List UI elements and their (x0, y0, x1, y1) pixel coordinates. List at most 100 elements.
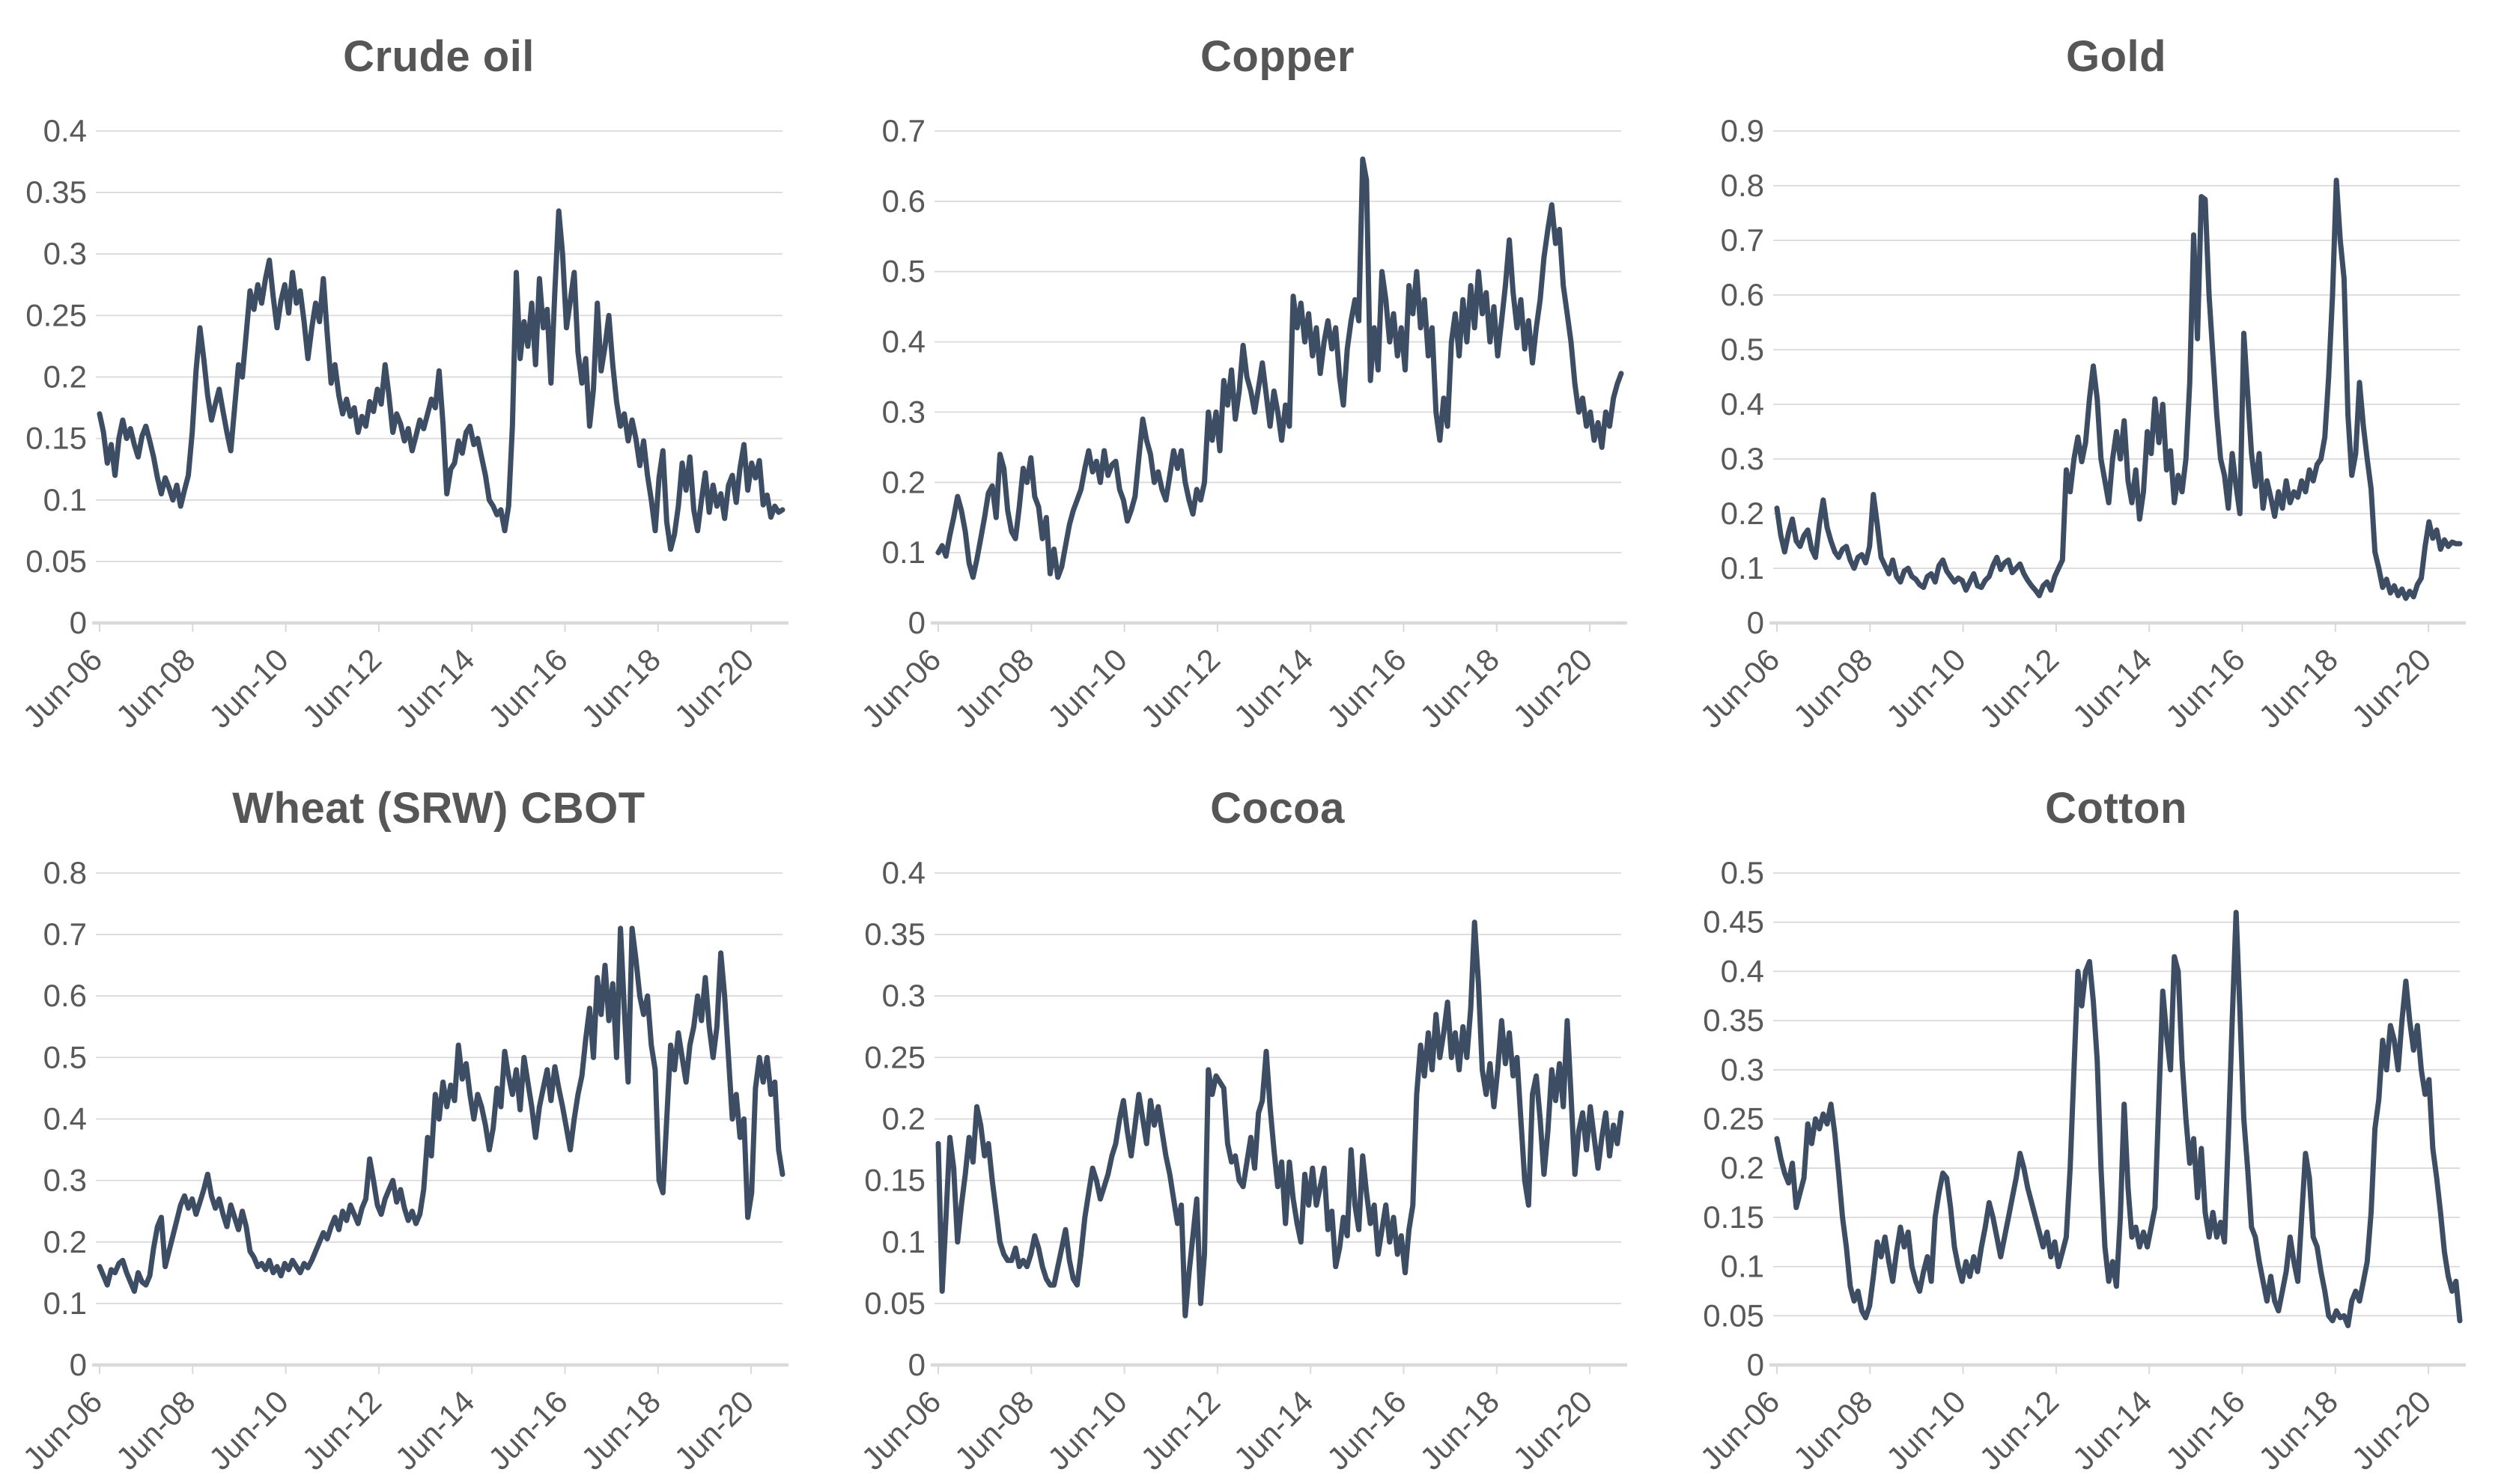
x-tick-label: Jun-10 (202, 642, 295, 735)
y-tick-label: 0.6 (882, 183, 926, 219)
chart-cocoa-plot: Cocoa 0 0.05 0.1 0.15 0.2 0.25 0.3 0.35 0.4 Jun-0… (854, 784, 1627, 1477)
x-tick-label: Jun-06 (854, 642, 947, 735)
y-tick-label: 0.2 (1721, 496, 1764, 531)
y-tick-label: 0.4 (1721, 953, 1764, 988)
x-tick-label: Jun-10 (202, 1384, 295, 1477)
x-tick-label: Jun-14 (389, 642, 481, 735)
x-tick-label: Jun-10 (1880, 1384, 1972, 1477)
x-tick-label: Jun-20 (1506, 1384, 1599, 1477)
y-tick-label: 0.5 (1721, 855, 1764, 890)
x-tick-label: Jun-16 (2159, 1384, 2252, 1477)
plot-area: 0 0.05 0.1 0.15 0.2 0.25 0.3 0.35 0.4 Jun-06 Jun-0… (16, 113, 788, 735)
y-tick-label: 0.7 (43, 916, 87, 952)
x-tick-label: Jun-20 (667, 642, 760, 735)
y-tick-label: 0.4 (1721, 386, 1764, 422)
x-tick-label: Jun-08 (1787, 642, 1880, 735)
y-tick-label: 0.1 (1721, 550, 1764, 586)
chart-title-cotton: Cotton (2045, 784, 2187, 833)
x-tick-label: Jun-18 (574, 642, 667, 735)
y-tick-label: 0.2 (882, 464, 926, 499)
y-tick-label: 0.4 (882, 324, 926, 359)
x-tick-label: Jun-14 (2066, 1384, 2159, 1477)
y-tick-label: 0.25 (25, 297, 87, 332)
x-tick-label: Jun-16 (1320, 1384, 1413, 1477)
x-tick-label: Jun-12 (1972, 1384, 2065, 1477)
x-tick-label: Jun-20 (1506, 642, 1599, 735)
x-tick-label: Jun-20 (2345, 642, 2437, 735)
y-tick-label: 0 (70, 1347, 87, 1382)
series-line (935, 919, 1624, 1319)
series-line (1774, 177, 2463, 601)
y-tick-label: 0 (1747, 1347, 1764, 1382)
y-tick-label: 0 (908, 605, 926, 640)
y-tick-label: 0.3 (882, 978, 926, 1013)
x-tick-label: Jun-06 (1693, 1384, 1786, 1477)
x-tick-label: Jun-16 (2159, 642, 2252, 735)
plot-area: 0 0.1 0.2 0.3 0.4 0.5 0.6 0.7 Jun-06 Jun-08 Jun-10… (854, 113, 1627, 735)
x-tick-label: Jun-18 (2252, 1384, 2345, 1477)
plot-area: 0 0.1 0.2 0.3 0.4 0.5 0.6 0.7 0.8 0.9 Jun-06 Jun-08… (1693, 113, 2466, 735)
y-tick-label: 0.3 (43, 236, 87, 271)
x-tick-label: Jun-14 (389, 1384, 481, 1477)
y-tick-label: 0.1 (882, 535, 926, 570)
x-tick-label: Jun-14 (2066, 642, 2159, 735)
chart-gold: Gold 0 0.1 0.2 0.3 0.4 0.5 0.6 0.7 0.8 0.9 Jun-06 J… (1677, 0, 2516, 742)
y-tick-label: 0.1 (43, 482, 87, 517)
y-tick-label: 0.4 (882, 855, 926, 890)
chart-cotton: Cotton 0 0.05 0.1 0.15 0.2 0.25 0.3 0.35 0.4 0.45… (1677, 742, 2516, 1484)
series-line (97, 925, 786, 1294)
y-tick-label: 0.05 (1703, 1298, 1764, 1333)
x-tick-label: Jun-06 (16, 642, 109, 735)
chart-copper: Copper 0 0.1 0.2 0.3 0.4 0.5 0.6 0.7 Jun-06 Jun-0… (839, 0, 1677, 742)
x-tick-label: Jun-08 (948, 642, 1041, 735)
y-tick-label: 0 (908, 1347, 926, 1382)
y-tick-label: 0 (1747, 605, 1764, 640)
y-tick-label: 0.7 (1721, 222, 1764, 258)
y-tick-label: 0.9 (1721, 113, 1764, 148)
y-tick-label: 0.1 (43, 1286, 87, 1321)
x-tick-label: Jun-10 (1041, 1384, 1134, 1477)
chart-crude-oil-plot: Crude oil 0 0.05 0.1 0.15 0.2 0.25 0.3 0.35 0.4 J… (16, 32, 788, 735)
y-tick-label: 0.4 (43, 1101, 87, 1137)
chart-crude-oil: Crude oil 0 0.05 0.1 0.15 0.2 0.25 0.3 0.35 0.4 J… (0, 0, 839, 742)
chart-copper-plot: Copper 0 0.1 0.2 0.3 0.4 0.5 0.6 0.7 Jun-06 Jun-0… (854, 32, 1627, 735)
chart-title-copper: Copper (1200, 32, 1355, 81)
y-tick-label: 0.5 (43, 1039, 87, 1074)
x-tick-label: Jun-06 (1693, 642, 1786, 735)
series-line (935, 156, 1624, 580)
y-tick-label: 0.2 (1721, 1150, 1764, 1185)
y-tick-label: 0.1 (882, 1224, 926, 1259)
y-tick-label: 0.4 (43, 113, 87, 148)
x-tick-label: Jun-08 (1787, 1384, 1880, 1477)
chart-title-crude-oil: Crude oil (343, 32, 535, 81)
y-tick-label: 0.6 (43, 978, 87, 1013)
x-tick-label: Jun-18 (2252, 642, 2345, 735)
chart-cocoa: Cocoa 0 0.05 0.1 0.15 0.2 0.25 0.3 0.35 0.4 Jun-0… (839, 742, 1677, 1484)
y-tick-label: 0.15 (25, 421, 87, 456)
x-tick-label: Jun-18 (1413, 642, 1506, 735)
x-tick-label: Jun-12 (1134, 642, 1227, 735)
chart-cotton-plot: Cotton 0 0.05 0.1 0.15 0.2 0.25 0.3 0.35 0.4 0.45… (1693, 784, 2466, 1477)
y-tick-label: 0.8 (43, 855, 87, 890)
y-tick-label: 0.5 (882, 254, 926, 289)
y-tick-label: 0.05 (25, 544, 87, 579)
y-tick-label: 0.15 (1703, 1199, 1764, 1235)
y-tick-label: 0.2 (882, 1101, 926, 1137)
chart-title-cocoa: Cocoa (1210, 784, 1345, 833)
y-tick-label: 0.2 (43, 1224, 87, 1259)
x-tick-label: Jun-20 (667, 1384, 760, 1477)
y-tick-label: 0 (70, 605, 87, 640)
plot-area: 0 0.05 0.1 0.15 0.2 0.25 0.3 0.35 0.4 Jun-06 Jun-0… (854, 855, 1627, 1477)
x-tick-label: Jun-10 (1880, 642, 1972, 735)
y-tick-label: 0.6 (1721, 277, 1764, 312)
y-tick-label: 0.3 (882, 394, 926, 429)
x-tick-label: Jun-08 (109, 642, 202, 735)
x-tick-label: Jun-20 (2345, 1384, 2437, 1477)
y-tick-label: 0.8 (1721, 168, 1764, 203)
chart-title-wheat-srw-cbot: Wheat (SRW) CBOT (232, 784, 645, 833)
chart-wheat-srw-cbot: Wheat (SRW) CBOT 0 0.1 0.2 0.3 0.4 0.5 0.6 0.7 0… (0, 742, 839, 1484)
y-tick-label: 0.1 (1721, 1249, 1764, 1284)
x-tick-label: Jun-14 (1227, 1384, 1320, 1477)
